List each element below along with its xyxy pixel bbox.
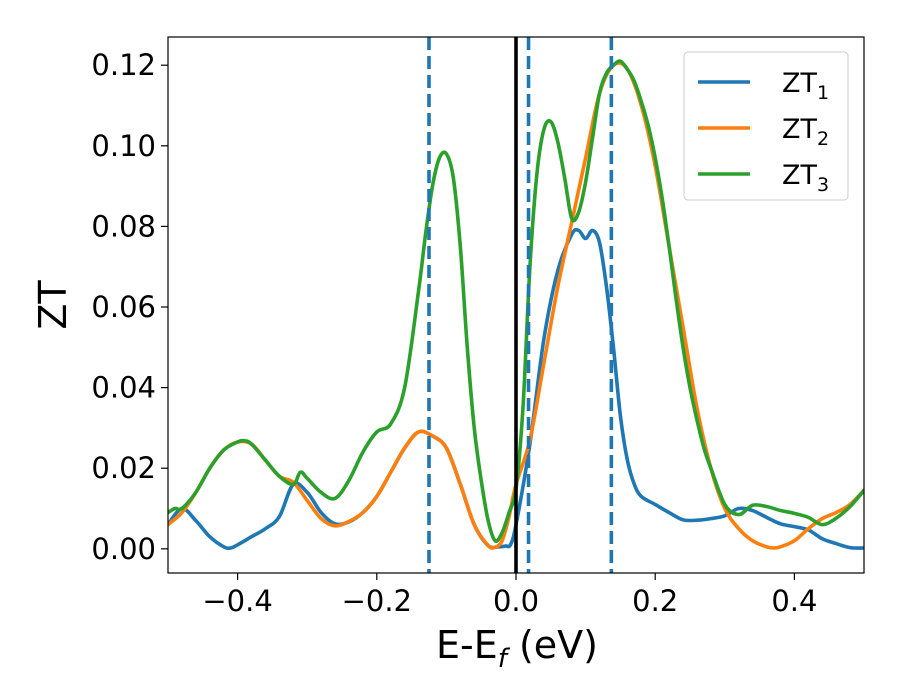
x-axis-label: E-Ef (eV) [436,623,598,674]
legend-label-zt3: ZT3 [782,160,829,196]
legend: ZT1 ZT2 ZT3 [683,51,849,201]
y-axis: 0.00 0.02 0.04 0.06 0.08 0.10 0.12 [91,48,168,566]
x-tick-label: 0.2 [632,584,678,618]
y-tick-label: 0.02 [91,451,156,485]
reference-lines [427,37,614,573]
x-tick-label: −0.4 [202,584,272,618]
y-tick-label: 0.04 [91,371,156,405]
legend-box [683,51,849,201]
legend-label-zt2: ZT2 [782,114,829,150]
y-tick-label: 0.10 [91,129,156,163]
x-axis: −0.4 −0.2 0.0 0.2 0.4 [202,573,817,618]
y-tick-label: 0.12 [91,48,156,82]
y-tick-label: 0.08 [91,209,156,243]
x-tick-label: 0.0 [493,584,539,618]
y-tick-label: 0.00 [91,532,156,566]
x-tick-label: 0.4 [771,584,817,618]
x-tick-label: −0.2 [342,584,412,618]
y-tick-label: 0.06 [91,290,156,324]
legend-label-zt1: ZT1 [782,68,829,104]
y-axis-label: ZT [31,280,75,330]
